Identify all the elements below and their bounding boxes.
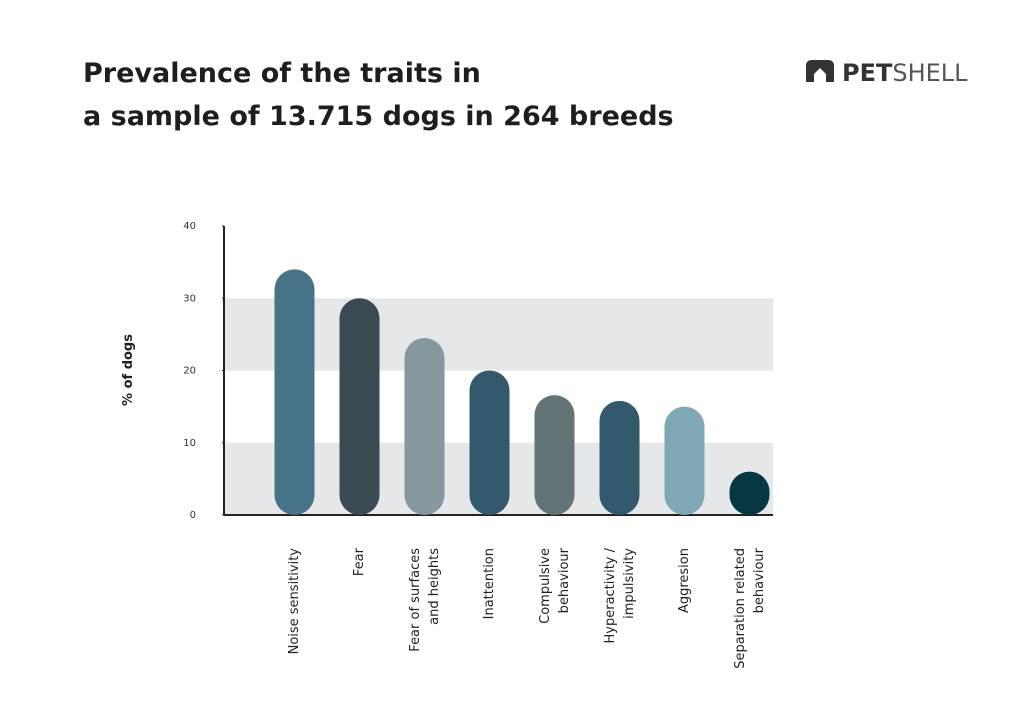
logo: PETSHELL bbox=[806, 59, 968, 87]
bar bbox=[404, 337, 445, 515]
bar bbox=[274, 269, 315, 515]
y-axis-label: % of dogs bbox=[121, 334, 136, 406]
grid-band bbox=[224, 298, 773, 371]
x-tick-label: Noise sensitivity bbox=[287, 548, 302, 655]
x-tick-label: Aggresion bbox=[677, 548, 692, 613]
bar bbox=[339, 298, 380, 515]
x-tick-label: Fear bbox=[352, 547, 367, 576]
bar bbox=[729, 471, 770, 515]
y-tick-label: 20 bbox=[183, 366, 196, 377]
x-tick-label: Separation related behaviour bbox=[733, 547, 767, 668]
x-tick-label: Hyperactivity / impulsivity bbox=[603, 547, 637, 643]
logo-text: PETSHELL bbox=[842, 59, 968, 87]
x-tick-label: Compulsive behaviour bbox=[538, 547, 572, 624]
x-tick-label: Fear of surfaces and heights bbox=[408, 548, 442, 652]
logo-bold: PET bbox=[842, 59, 893, 87]
logo-icon bbox=[806, 60, 834, 82]
bar bbox=[664, 406, 705, 515]
x-tick-label: Inattention bbox=[482, 548, 497, 619]
y-tick-label: 40 bbox=[183, 221, 196, 232]
y-tick-label: 30 bbox=[183, 293, 196, 304]
logo-light: SHELL bbox=[892, 59, 968, 87]
bar bbox=[469, 370, 510, 515]
bar bbox=[599, 400, 640, 515]
chart-title: Prevalence of the traits in a sample of 1… bbox=[83, 58, 674, 132]
y-tick-label: 10 bbox=[183, 438, 196, 449]
bar bbox=[534, 395, 575, 515]
y-tick-label: 0 bbox=[190, 510, 196, 521]
